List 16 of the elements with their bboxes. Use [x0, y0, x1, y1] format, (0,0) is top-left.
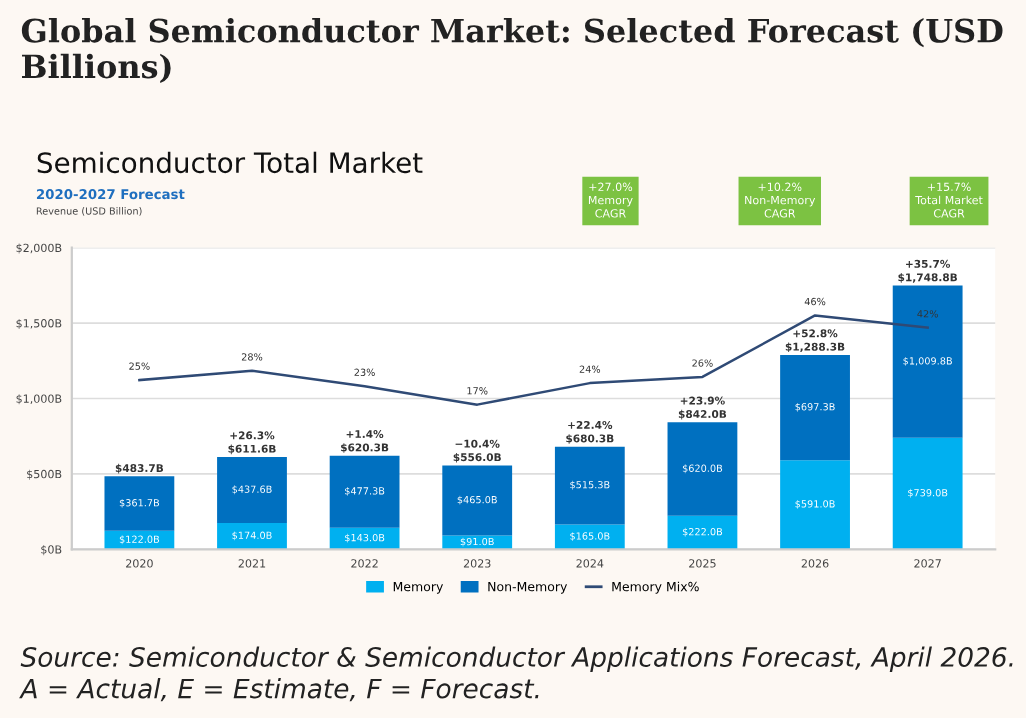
bar: [892, 285, 963, 438]
bar: [554, 446, 625, 525]
bar: [892, 437, 963, 550]
chart-subtitle: Semiconductor Total Market: [37, 151, 423, 174]
bar: [780, 355, 850, 461]
bar: [217, 457, 287, 524]
source-note: Source: Semiconductor & Semiconductor Applications Forecast, April 2026. A = Actual, E = Estimate, F = Forecast.: [19, 646, 1013, 702]
bar: [780, 460, 850, 550]
bar: [442, 465, 513, 536]
bar: [104, 476, 175, 531]
chart-title: Global Semiconductor Market: Selected Forecast (USD Billions): [21, 17, 1003, 83]
bar: [667, 422, 738, 516]
bar: [217, 523, 287, 550]
bar: [554, 524, 625, 550]
bar: [667, 515, 738, 550]
bar: [329, 455, 400, 528]
